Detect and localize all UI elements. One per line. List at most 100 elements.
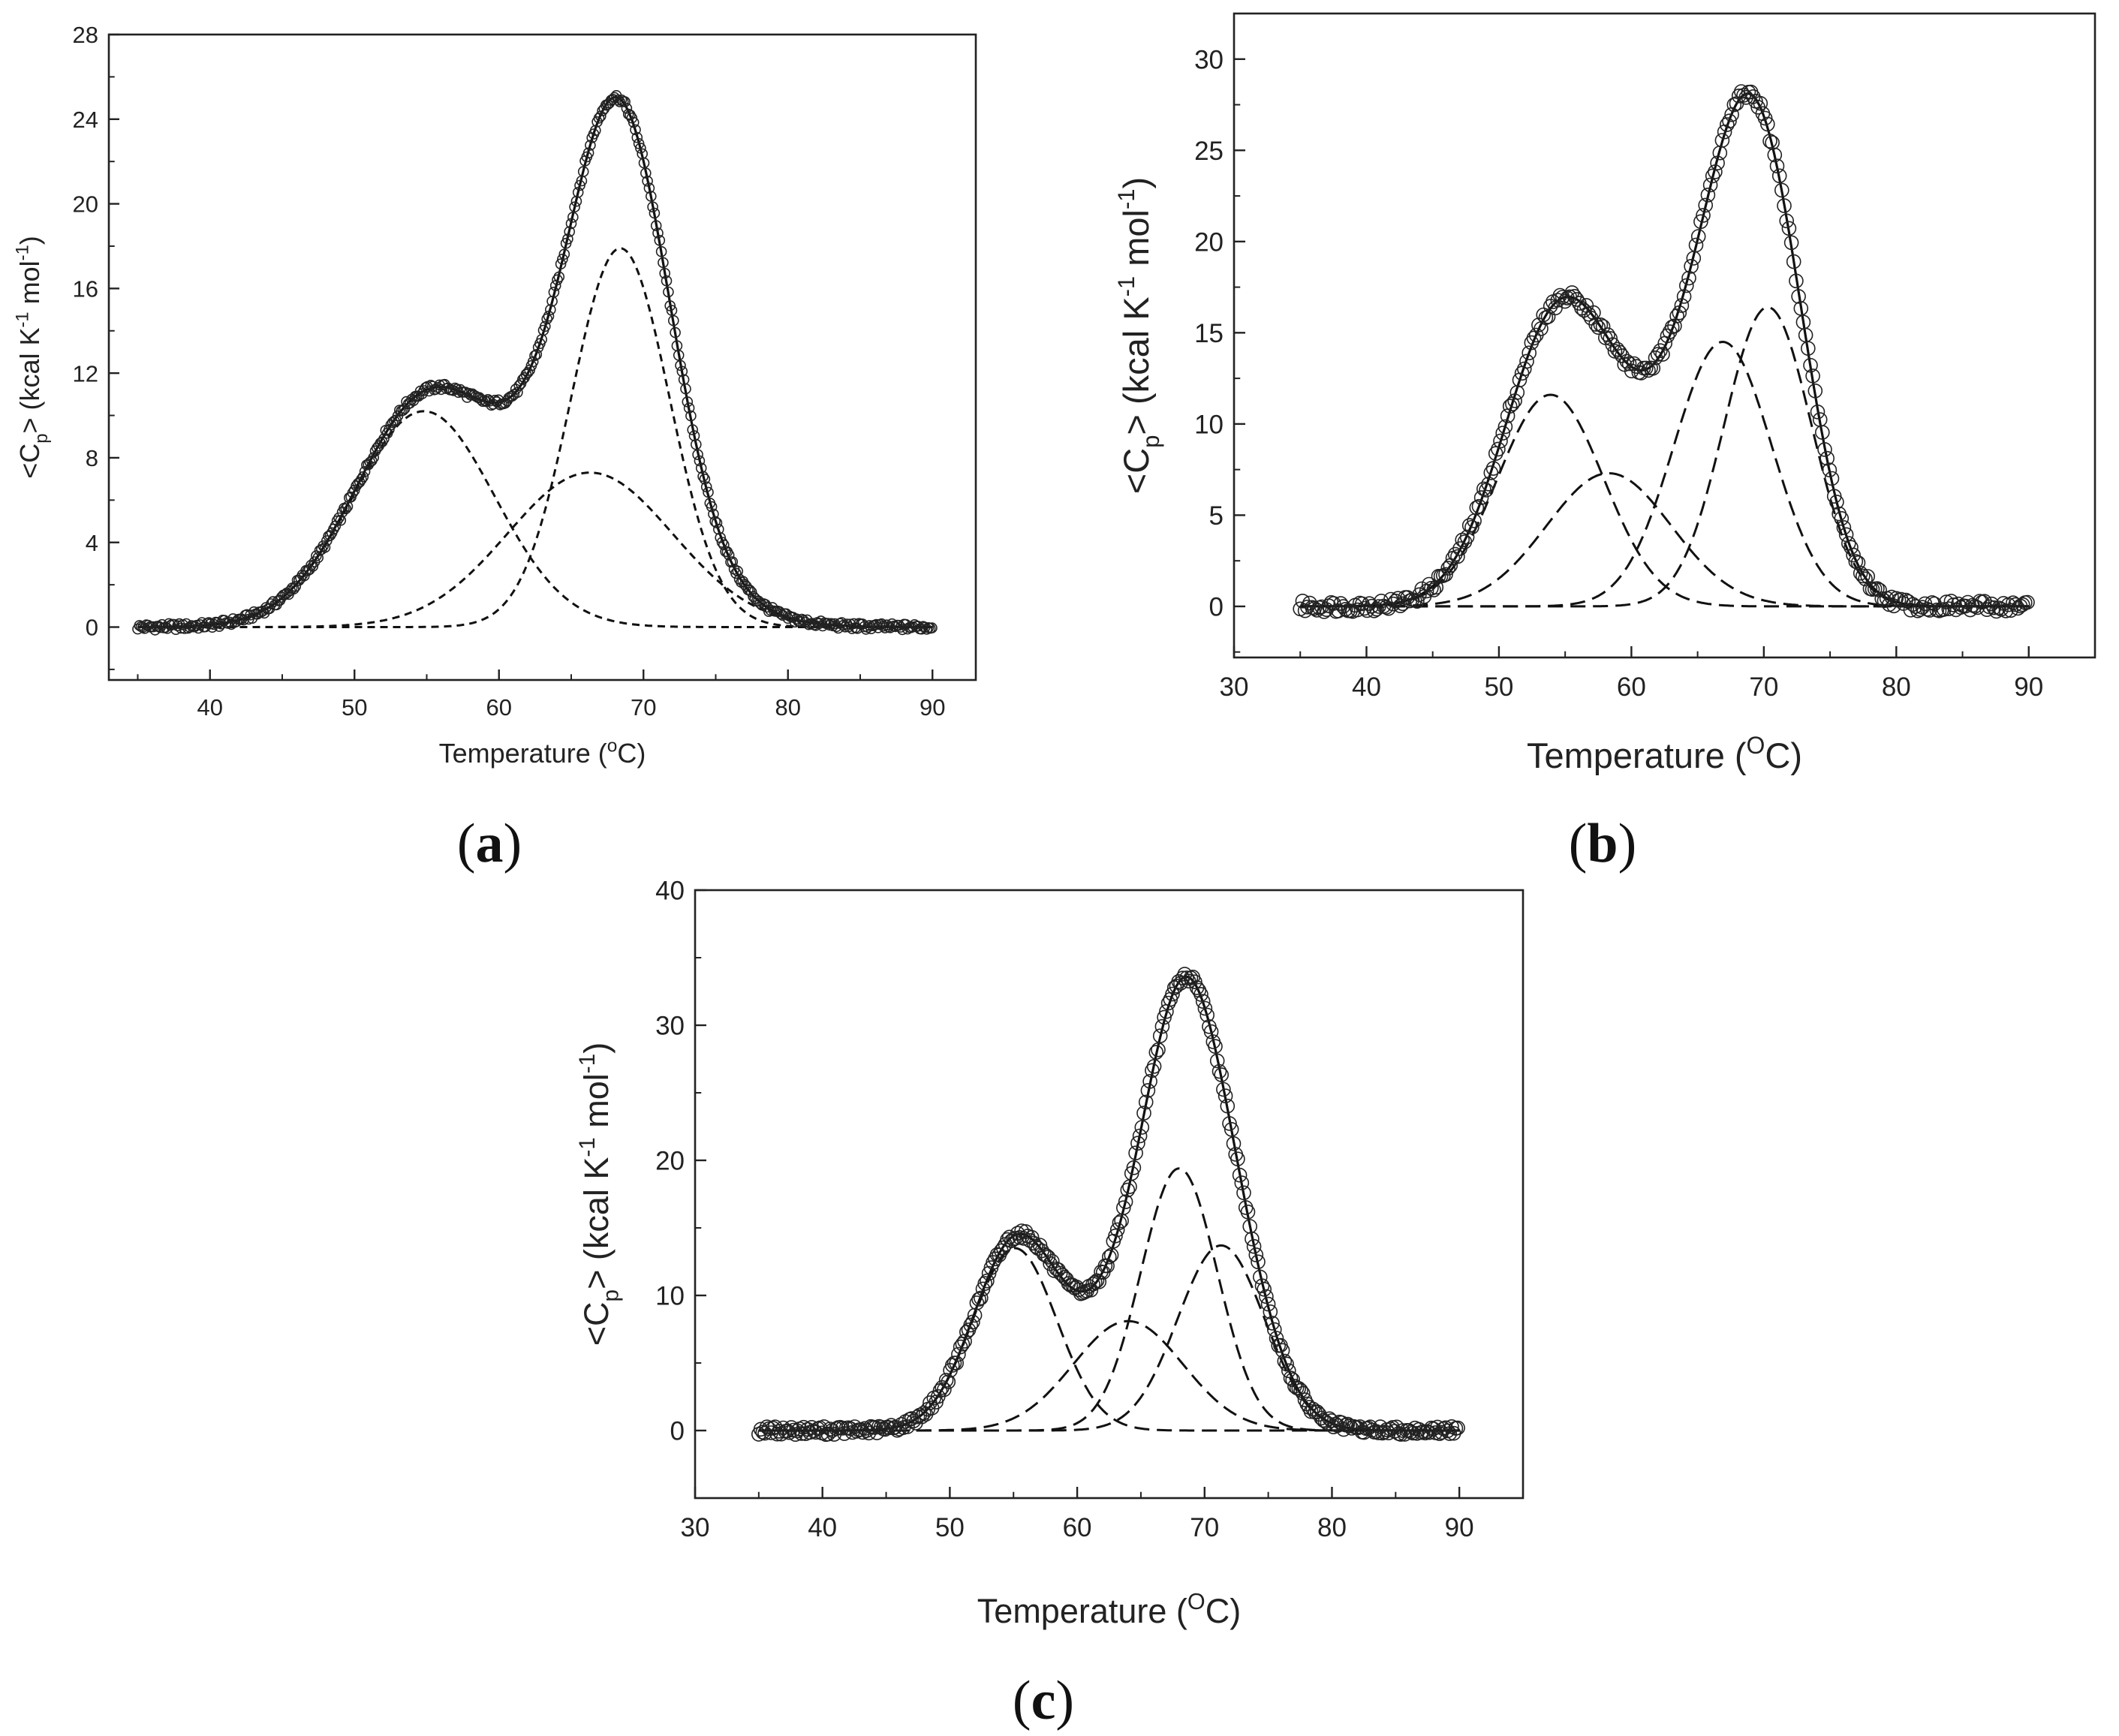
- data-point: [1193, 987, 1208, 1002]
- data-point: [635, 143, 646, 154]
- data-point: [1410, 594, 1425, 609]
- data-point: [685, 410, 697, 422]
- x-tick-label: 30: [1220, 672, 1249, 702]
- data-point: [1459, 529, 1475, 545]
- data-point: [1369, 601, 1384, 617]
- data-point: [718, 539, 730, 551]
- data-point: [1469, 500, 1485, 516]
- data-point: [1708, 164, 1723, 179]
- data-point: [1440, 1423, 1455, 1439]
- y-tick-label: 28: [73, 22, 98, 48]
- data-point: [1230, 1151, 1245, 1166]
- data-point: [673, 349, 685, 361]
- data-point: [1197, 1000, 1213, 1016]
- data-point: [1357, 600, 1372, 616]
- data-point: [1124, 1166, 1139, 1181]
- data-point: [676, 366, 688, 378]
- y-axis-title: <Cp> (kcal K-1 mol-1): [575, 1043, 624, 1346]
- y-tick-label: 4: [86, 530, 98, 556]
- data-point: [1672, 305, 1687, 320]
- data-point: [1134, 1120, 1150, 1135]
- data-point: [938, 1373, 954, 1388]
- data-point: [2003, 603, 2018, 618]
- data-point: [1026, 1235, 1042, 1251]
- data-point: [1722, 113, 1737, 128]
- data-point: [363, 459, 375, 471]
- data-point: [796, 613, 808, 625]
- data-point: [695, 462, 707, 474]
- data-point: [1579, 298, 1594, 313]
- data-point: [1591, 320, 1606, 335]
- data-point: [359, 465, 371, 477]
- data-point: [980, 1273, 995, 1289]
- data-point: [670, 326, 681, 338]
- data-point: [531, 348, 543, 360]
- data-point: [638, 157, 650, 169]
- data-point: [1939, 594, 1954, 609]
- data-point: [1386, 596, 1401, 612]
- y-tick-label: 15: [1194, 319, 1224, 348]
- data-point: [1165, 986, 1180, 1002]
- data-point: [1774, 182, 1789, 198]
- data-point: [1540, 309, 1556, 324]
- component-curve-component-3: [1300, 340, 2029, 608]
- data-point: [906, 1413, 921, 1428]
- data-point: [647, 201, 658, 213]
- data-point: [1473, 490, 1489, 505]
- data-point: [658, 257, 669, 269]
- data-point: [1621, 356, 1637, 372]
- data-point: [1226, 1136, 1242, 1151]
- data-point: [1118, 1194, 1133, 1209]
- data-point: [1485, 461, 1501, 476]
- data-point: [1254, 1278, 1270, 1293]
- data-point: [572, 186, 584, 198]
- component-curve-component-4: [758, 1244, 1460, 1432]
- data-point: [1424, 580, 1439, 596]
- y-tick-label: 20: [655, 1147, 685, 1176]
- data-point: [527, 356, 539, 368]
- data-point: [1726, 97, 1742, 113]
- data-point: [1491, 441, 1506, 457]
- component-curve-component-3: [758, 1167, 1460, 1432]
- x-tick-label: 60: [486, 694, 512, 721]
- data-point: [1803, 357, 1818, 373]
- data-point: [1136, 1106, 1151, 1121]
- data-point: [1789, 273, 1804, 289]
- x-tick-label: 40: [1352, 672, 1381, 702]
- data-point: [384, 423, 395, 435]
- data-point: [1767, 147, 1783, 163]
- data-point: [1801, 341, 1816, 357]
- data-point: [1476, 481, 1491, 497]
- y-tick-label: 10: [1194, 410, 1224, 439]
- data-point: [564, 226, 576, 237]
- data-point: [184, 621, 196, 633]
- data-point: [1120, 1182, 1136, 1198]
- data-point: [1648, 350, 1663, 366]
- y-tick-label: 8: [86, 445, 98, 471]
- data-point: [593, 113, 605, 124]
- data-point: [1112, 1215, 1127, 1230]
- data-point: [643, 182, 655, 194]
- data-point: [1736, 88, 1751, 103]
- data-point: [1128, 1145, 1143, 1160]
- x-tick-label: 60: [1617, 672, 1646, 702]
- x-axis-title: Temperature (OC): [1527, 732, 1802, 775]
- data-point: [694, 455, 706, 467]
- data-point: [290, 581, 302, 592]
- data-point: [682, 396, 694, 408]
- data-point: [1595, 319, 1611, 334]
- data-point: [569, 201, 580, 213]
- data-point: [1777, 198, 1792, 213]
- data-point: [754, 597, 766, 609]
- data-point: [1293, 1382, 1308, 1398]
- data-point: [1277, 1353, 1293, 1369]
- data-point: [650, 220, 662, 232]
- data-point: [1326, 596, 1341, 611]
- panel-label: (b): [1569, 813, 1636, 874]
- data-point: [1248, 1247, 1264, 1262]
- data-point: [1179, 970, 1194, 985]
- data-point: [703, 486, 714, 498]
- data-point: [1791, 289, 1806, 304]
- data-point: [1240, 1205, 1256, 1220]
- plot-frame: [1233, 12, 2096, 659]
